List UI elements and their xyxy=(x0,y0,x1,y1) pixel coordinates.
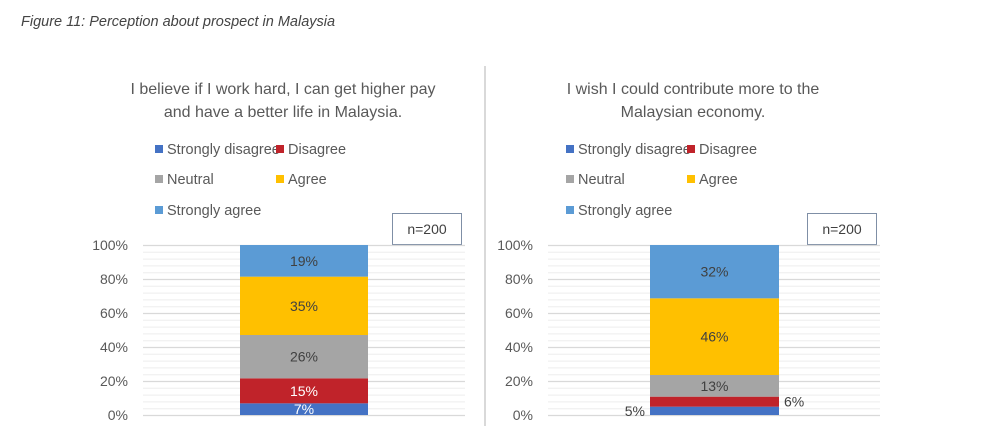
legend-item: Disagree xyxy=(687,142,757,158)
bar-segment xyxy=(240,245,368,277)
legend-label: Neutral xyxy=(167,172,214,188)
legend-item: Strongly disagree xyxy=(155,142,280,158)
legend-swatch-icon xyxy=(276,145,284,153)
data-label: 6% xyxy=(784,394,804,410)
legend-item: Neutral xyxy=(155,172,214,188)
legend-swatch-icon xyxy=(566,206,574,214)
legend-label: Neutral xyxy=(578,172,625,188)
y-tick-label: 80% xyxy=(100,271,128,287)
bar-segment xyxy=(240,335,368,379)
legend-swatch-icon xyxy=(276,175,284,183)
legend-item: Neutral xyxy=(566,172,625,188)
legend-item: Strongly disagree xyxy=(566,142,691,158)
data-label: 46% xyxy=(700,329,728,345)
legend-label: Disagree xyxy=(699,142,758,158)
bar-segment xyxy=(650,375,779,397)
legend-label: Disagree xyxy=(288,142,347,158)
bar-segment xyxy=(650,298,779,375)
sample-size-box: n=200 xyxy=(392,213,462,245)
legend-swatch-icon xyxy=(155,145,163,153)
legend-item: Strongly agree xyxy=(155,203,261,219)
legend-swatch-icon xyxy=(566,175,574,183)
data-label: 15% xyxy=(290,383,318,399)
y-tick-label: 100% xyxy=(497,237,533,253)
y-tick-label: 20% xyxy=(505,373,533,389)
legend-label: Strongly agree xyxy=(167,203,262,219)
legend-label: Strongly agree xyxy=(578,203,673,219)
legend-swatch-icon xyxy=(566,145,574,153)
legend-swatch-icon xyxy=(687,175,695,183)
legend-label: Strongly disagree xyxy=(167,142,280,158)
legend-swatch-icon xyxy=(155,206,163,214)
chart-title: I believe if I work hard, I can get high… xyxy=(83,78,483,124)
bar-segment xyxy=(650,406,779,415)
y-tick-label: 60% xyxy=(505,305,533,321)
bar-segment xyxy=(650,245,779,299)
chart-title: I wish I could contribute more to the Mal… xyxy=(493,78,893,124)
panel-divider xyxy=(484,66,486,426)
bar-segment xyxy=(240,378,368,404)
legend-item: Strongly agree xyxy=(566,203,672,219)
data-label: 13% xyxy=(700,378,728,394)
y-tick-label: 40% xyxy=(505,339,533,355)
legend-label: Strongly disagree xyxy=(578,142,691,158)
y-tick-label: 0% xyxy=(513,407,533,423)
sample-size-box: n=200 xyxy=(807,213,877,245)
y-tick-label: 80% xyxy=(505,271,533,287)
legend-label: Agree xyxy=(699,172,738,188)
chart-title-line: Malaysian economy. xyxy=(620,104,766,121)
legend-label: Agree xyxy=(288,172,327,188)
data-label: 19% xyxy=(290,253,318,269)
data-label: 26% xyxy=(290,349,318,365)
y-tick-label: 60% xyxy=(100,305,128,321)
chart-title-line: and have a better life in Malaysia. xyxy=(163,104,403,121)
legend-item: Agree xyxy=(687,172,738,188)
chart-title-line: I wish I could contribute more to the xyxy=(566,81,820,98)
y-tick-label: 20% xyxy=(100,373,128,389)
bar-segment xyxy=(240,403,368,415)
data-label: 5% xyxy=(625,403,645,419)
bar-segment xyxy=(650,396,779,407)
data-label: 7% xyxy=(294,401,314,417)
data-label: 35% xyxy=(290,298,318,314)
legend-swatch-icon xyxy=(687,145,695,153)
chart-title-line: I believe if I work hard, I can get high… xyxy=(130,81,436,98)
data-label: 32% xyxy=(700,264,728,280)
legend-item: Disagree xyxy=(276,142,346,158)
bar-segment xyxy=(240,276,368,335)
y-tick-label: 0% xyxy=(108,407,128,423)
figure-caption: Figure 11: Perception about prospect in … xyxy=(21,14,336,30)
legend-item: Agree xyxy=(276,172,327,188)
y-tick-label: 40% xyxy=(100,339,128,355)
legend-swatch-icon xyxy=(155,175,163,183)
y-tick-label: 100% xyxy=(92,237,128,253)
